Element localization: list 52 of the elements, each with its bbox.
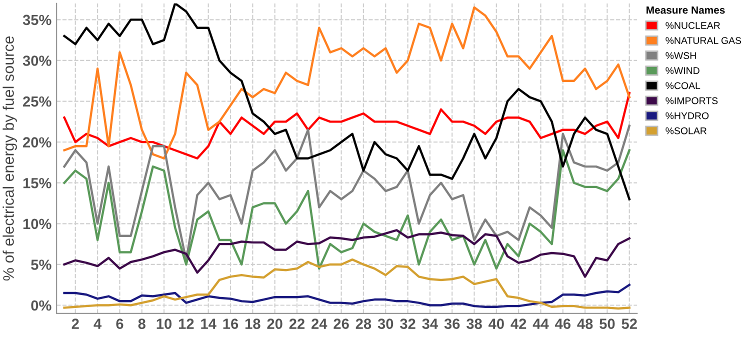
x-tick-label: 46 xyxy=(555,318,570,329)
x-tick-label: 8 xyxy=(138,318,146,329)
line-series xyxy=(63,229,630,278)
y-tick-label: 15% xyxy=(23,178,52,188)
x-tick-label: 20 xyxy=(267,318,282,329)
x-tick-label: 28 xyxy=(356,318,372,329)
x-tick-label: 38 xyxy=(466,318,482,330)
line-series xyxy=(63,6,630,160)
legend-label: %COAL xyxy=(666,82,700,90)
y-tick-label: 25% xyxy=(23,96,52,107)
y-tick-label: 0% xyxy=(31,300,52,311)
legend-label: %NATURAL GAS xyxy=(666,37,742,44)
y-tick-label: 10% xyxy=(23,218,52,230)
x-tick-label: 18 xyxy=(245,318,260,329)
x-tick-label: 30 xyxy=(378,318,394,330)
x-tick-label: 34 xyxy=(422,318,438,330)
x-tick-label: 6 xyxy=(116,318,124,329)
x-tick-label: 4 xyxy=(94,318,102,329)
x-tick-label: 50 xyxy=(600,318,615,329)
x-tick-label: 14 xyxy=(201,318,216,329)
legend-label: %WIND xyxy=(666,67,700,74)
y-tick-label: 20% xyxy=(23,137,52,148)
y-tick-label: 35% xyxy=(22,14,52,26)
legend-label: %SOLAR xyxy=(666,127,706,134)
y-tick-label: 30% xyxy=(22,56,52,66)
line-series xyxy=(63,124,630,262)
x-tick-label: 2 xyxy=(72,318,79,329)
x-tick-label: 32 xyxy=(400,318,416,330)
x-tick-label: 40 xyxy=(488,318,504,329)
line-series xyxy=(63,3,630,200)
legend-label: %HYDRO xyxy=(666,112,709,120)
x-tick-label: 24 xyxy=(312,318,328,329)
legend-label: %NUCLEAR xyxy=(666,22,720,29)
x-tick-label: 10 xyxy=(156,318,172,329)
line-series xyxy=(63,258,630,310)
line-series xyxy=(63,284,630,308)
x-tick-label: 48 xyxy=(577,318,593,329)
x-tick-label: 36 xyxy=(444,318,460,330)
legend-label: %WSH xyxy=(666,52,696,60)
y-axis-title: % of electrical energy by fuel source xyxy=(2,36,17,281)
x-tick-label: 52 xyxy=(622,318,637,329)
x-tick-label: 44 xyxy=(532,318,549,329)
x-tick-label: 12 xyxy=(178,318,194,329)
legend-title: Measure Names xyxy=(646,6,725,14)
legend-label: %IMPORTS xyxy=(666,97,718,104)
x-tick-label: 26 xyxy=(334,318,349,329)
x-tick-label: 16 xyxy=(223,318,238,329)
x-tick-label: 22 xyxy=(289,318,305,329)
x-tick-label: 42 xyxy=(510,318,526,329)
line-series xyxy=(63,149,630,270)
line-series xyxy=(63,92,630,160)
y-tick-label: 5% xyxy=(31,260,52,270)
